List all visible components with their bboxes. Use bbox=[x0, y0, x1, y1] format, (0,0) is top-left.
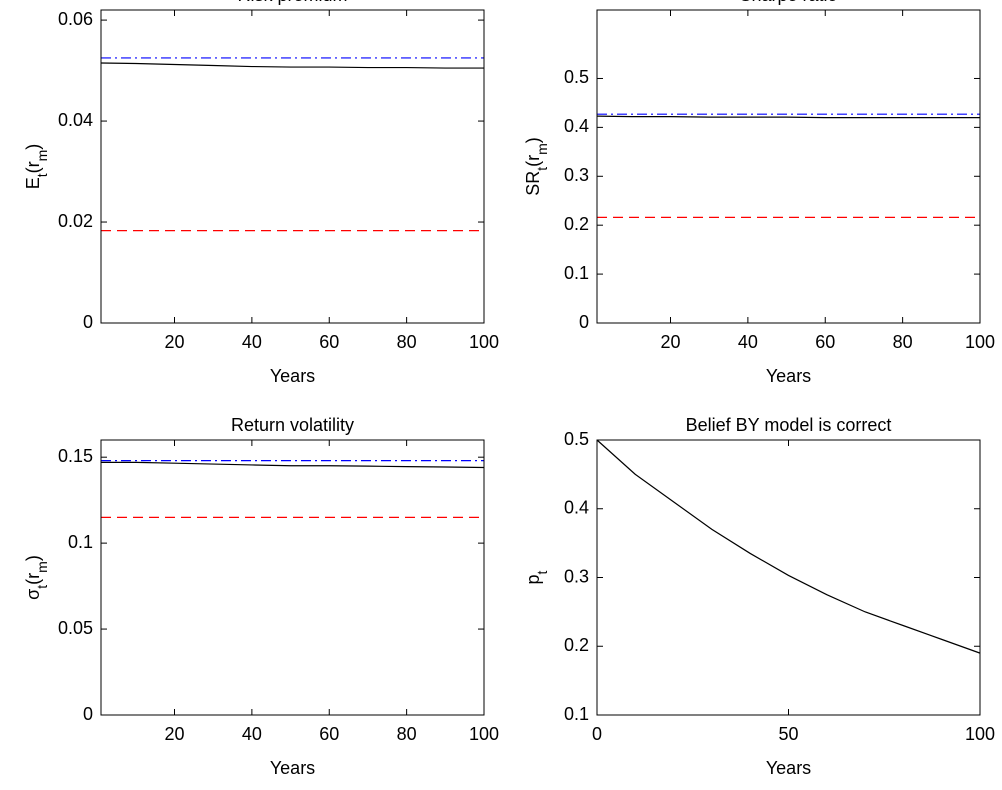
series-line bbox=[596, 439, 981, 654]
subplot-title: Risk premium bbox=[237, 0, 347, 5]
x-axis-label: Years bbox=[766, 758, 811, 778]
y-axis-label: SRt(rm) bbox=[523, 137, 550, 196]
y-tick-label: 0.04 bbox=[58, 110, 93, 130]
x-axis-label: Years bbox=[766, 366, 811, 386]
x-tick-label: 100 bbox=[469, 724, 499, 744]
y-tick-label: 0.4 bbox=[564, 116, 589, 136]
axes-frame bbox=[596, 439, 981, 716]
y-axis-label: Et(rm) bbox=[23, 144, 50, 190]
x-tick-label: 60 bbox=[319, 332, 339, 352]
axes-frame bbox=[596, 9, 981, 324]
y-axis-label-part: (r bbox=[23, 573, 43, 585]
y-tick-label: 0.15 bbox=[58, 446, 93, 466]
y-axis-label-part: m bbox=[34, 561, 50, 573]
x-axis-label: Years bbox=[270, 366, 315, 386]
y-axis-label-part: SR bbox=[523, 171, 543, 196]
y-axis-label-part: t bbox=[534, 570, 550, 574]
y-tick-label: 0.05 bbox=[58, 618, 93, 638]
x-tick-label: 100 bbox=[965, 724, 995, 744]
y-tick-label: 0 bbox=[83, 312, 93, 332]
y-tick-label: 0.3 bbox=[564, 566, 589, 586]
y-axis-label-part: E bbox=[23, 177, 43, 189]
series-line bbox=[101, 461, 485, 469]
y-tick-label: 0.02 bbox=[58, 211, 93, 231]
x-tick-label: 100 bbox=[469, 332, 499, 352]
y-axis-label-part: ) bbox=[523, 137, 543, 143]
x-tick-label: 40 bbox=[738, 332, 758, 352]
series-line bbox=[100, 62, 484, 69]
y-axis-label: pt bbox=[523, 570, 550, 584]
x-tick-label: 80 bbox=[397, 332, 417, 352]
x-tick-label: 40 bbox=[242, 724, 262, 744]
x-tick-label: 0 bbox=[592, 724, 602, 744]
y-axis-label: σt(rm) bbox=[23, 555, 50, 600]
subplot: Belief BY model is correct Years 0 50 100 0.1… bbox=[523, 415, 995, 778]
y-axis-label-part: m bbox=[534, 143, 550, 155]
y-axis-label-part: t bbox=[34, 585, 50, 589]
y-axis-label-part: p bbox=[523, 574, 543, 584]
y-tick-label: 0.4 bbox=[564, 498, 589, 518]
y-tick-label: 0.2 bbox=[564, 214, 589, 234]
y-axis-label-part: t bbox=[34, 173, 50, 177]
y-axis-label-part: ) bbox=[23, 144, 43, 150]
y-tick-label: 0.06 bbox=[58, 9, 93, 29]
subplot-title: Sharpe ratio bbox=[739, 0, 837, 5]
x-tick-label: 100 bbox=[965, 332, 995, 352]
subplot: Risk premium Years 20 40 60 80 100 0 0.02 0.04 0.0… bbox=[23, 0, 499, 386]
y-tick-label: 0.1 bbox=[564, 704, 589, 724]
x-tick-label: 60 bbox=[815, 332, 835, 352]
y-tick-label: 0.2 bbox=[564, 635, 589, 655]
series-line bbox=[596, 115, 980, 119]
y-tick-label: 0.5 bbox=[564, 67, 589, 87]
x-tick-label: 20 bbox=[660, 332, 680, 352]
subplot-title: Belief BY model is correct bbox=[686, 415, 892, 435]
x-tick-label: 80 bbox=[397, 724, 417, 744]
y-tick-label: 0.3 bbox=[564, 165, 589, 185]
x-tick-label: 80 bbox=[893, 332, 913, 352]
x-tick-label: 20 bbox=[164, 724, 184, 744]
y-axis-label-part: (r bbox=[23, 161, 43, 173]
y-axis-label-part: m bbox=[34, 150, 50, 162]
subplot: Sharpe ratio Years 20 40 60 80 100 0 0.1 0.2 0.3 0.… bbox=[523, 0, 995, 386]
x-tick-label: 50 bbox=[778, 724, 798, 744]
x-tick-label: 60 bbox=[319, 724, 339, 744]
axes-frame bbox=[100, 9, 485, 324]
y-tick-label: 0.1 bbox=[68, 532, 93, 552]
subplot: Return volatility Years 20 40 60 80 100 0 0.05 0.… bbox=[23, 415, 499, 778]
y-tick-label: 0.1 bbox=[564, 263, 589, 283]
x-axis-label: Years bbox=[270, 758, 315, 778]
y-tick-label: 0 bbox=[579, 312, 589, 332]
y-tick-label: 0.5 bbox=[564, 429, 589, 449]
y-axis-label-part: t bbox=[534, 167, 550, 171]
y-tick-label: 0 bbox=[83, 704, 93, 724]
y-axis-label-part: ) bbox=[23, 555, 43, 561]
x-tick-label: 40 bbox=[242, 332, 262, 352]
y-axis-label-part: σ bbox=[23, 589, 43, 600]
subplot-title: Return volatility bbox=[231, 415, 354, 435]
y-axis-label-part: (r bbox=[523, 155, 543, 167]
x-tick-label: 20 bbox=[164, 332, 184, 352]
axes-frame bbox=[100, 439, 485, 716]
